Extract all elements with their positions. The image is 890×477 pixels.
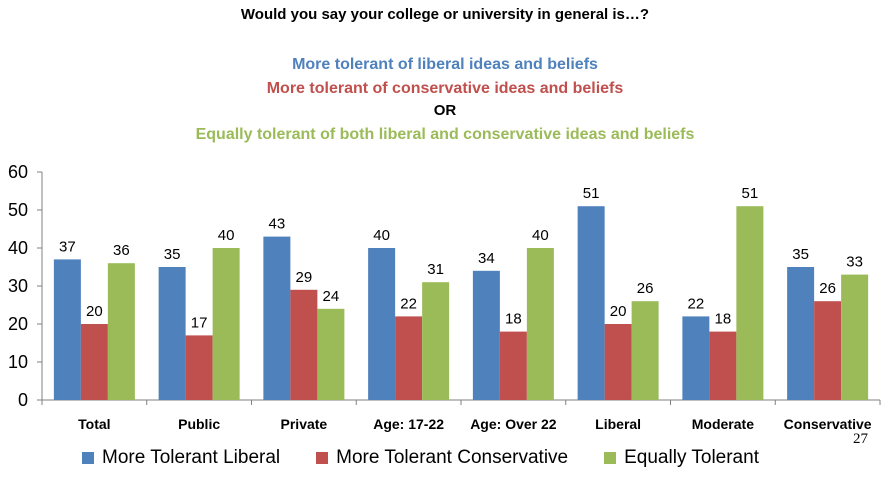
bar [787,267,815,400]
bar-value-label: 17 [191,314,208,331]
bar-value-label: 51 [742,185,759,202]
subtitle-conservative: More tolerant of conservative ideas and … [266,80,624,97]
legend-item-equal: Equally Tolerant [604,447,759,469]
y-tick-label: 40 [8,238,28,258]
legend-label-conservative: More Tolerant Conservative [336,447,569,468]
bar [368,248,396,400]
legend-swatch-conservative [316,452,329,464]
bar-value-label: 34 [478,250,495,267]
subtitle-liberal: More tolerant of liberal ideas and belie… [292,56,598,73]
bar-value-label: 43 [269,216,286,233]
bar [577,206,605,400]
bar [499,331,527,400]
legend-label-equal: Equally Tolerant [624,447,759,468]
bar-value-label: 18 [505,311,522,328]
bar [185,335,213,400]
page-number: 27 [853,431,868,447]
chart-question: Would you say your college or university… [240,6,650,23]
x-tick-label: Liberal [595,416,641,432]
bar-value-label: 20 [610,303,627,320]
bar-value-label: 31 [427,261,444,278]
x-tick-label: Conservative [784,416,872,432]
bar-value-label: 18 [715,311,732,328]
bar-value-label: 35 [164,246,181,263]
bar [395,316,423,400]
bar-value-label: 33 [846,254,863,271]
x-tick-label: Moderate [692,416,754,432]
bar [80,324,108,400]
bar [472,270,500,400]
bar [841,274,869,400]
legend-label-liberal: More Tolerant Liberal [102,447,281,468]
legend-item-conservative: More Tolerant Conservative [316,447,568,469]
bar [263,236,291,400]
subtitle-or: OR [433,102,457,119]
y-tick-label: 50 [8,200,28,220]
bar-value-label: 22 [688,295,705,312]
bar-value-label: 37 [59,238,76,255]
bar-value-label: 40 [218,227,235,244]
bar-value-label: 40 [532,227,549,244]
bar-value-label: 26 [637,280,654,297]
x-tick-label: Age: Over 22 [470,416,557,432]
bar-value-label: 22 [400,295,417,312]
bar [736,206,764,400]
bar [317,308,345,400]
subtitle-equal: Equally tolerant of both liberal and con… [195,126,695,143]
bar-value-label: 29 [296,269,313,286]
bar [631,301,659,400]
bar-value-label: 35 [792,246,809,263]
y-tick-label: 30 [8,276,28,296]
x-tick-label: Age: 17-22 [373,416,444,432]
legend-swatch-liberal [82,452,94,464]
y-tick-label: 10 [8,352,28,372]
bar [682,316,710,400]
legend-swatch-equal [604,452,617,464]
y-tick-label: 0 [18,390,28,410]
bar [422,282,450,400]
bar [526,248,554,400]
bar-value-label: 24 [323,288,340,305]
legend-item-liberal: More Tolerant Liberal [82,447,280,469]
bar-value-label: 51 [583,185,600,202]
bar-value-label: 26 [819,280,836,297]
bar-value-label: 20 [86,303,103,320]
bar [53,259,81,400]
bar [814,301,842,400]
y-tick-label: 60 [8,162,28,182]
bar-value-label: 36 [113,242,130,259]
bar [212,248,240,400]
x-tick-label: Public [178,416,220,432]
legend: More Tolerant Liberal More Tolerant Cons… [82,447,795,469]
bar [107,263,135,400]
bar [604,324,632,400]
x-tick-label: Private [281,416,328,432]
bar [290,289,318,400]
x-tick-label: Total [78,416,110,432]
bar [158,267,186,400]
bar-value-label: 40 [373,227,390,244]
bar [709,331,737,400]
y-tick-label: 20 [8,314,28,334]
